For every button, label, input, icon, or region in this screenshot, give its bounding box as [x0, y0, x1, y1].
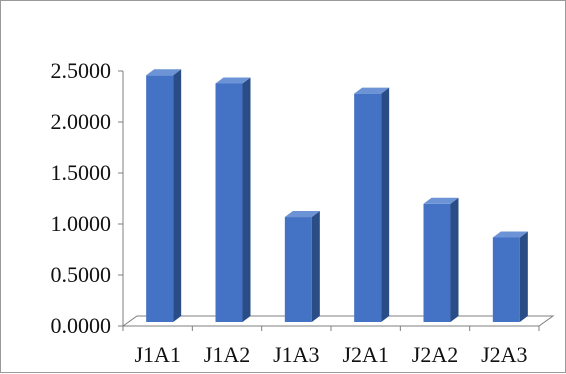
bar-side	[381, 87, 390, 322]
bar-front	[215, 83, 243, 322]
x-axis-labels: J1A1 J1A2 J1A3 J2A1 J2A2 J2A3	[122, 326, 540, 367]
y-tick-label: 1.5000	[51, 160, 112, 185]
bars	[146, 69, 528, 322]
chart-floor	[121, 315, 555, 327]
bar-front	[423, 203, 451, 322]
bar	[284, 211, 320, 322]
x-tick-label: J2A3	[481, 342, 527, 367]
x-tick-label: J1A1	[134, 342, 180, 367]
bar-side	[173, 69, 182, 322]
bar-top	[492, 231, 528, 238]
bar	[492, 231, 528, 322]
y-tick-label: 0.5000	[51, 262, 112, 287]
y-tick-label: 1.0000	[51, 211, 112, 236]
bar-top	[146, 69, 182, 76]
bar-front	[354, 93, 382, 322]
bar	[215, 77, 251, 322]
bar	[354, 87, 390, 322]
y-tick-label: 0.0000	[51, 313, 112, 338]
y-tick-label: 2.0000	[51, 109, 112, 134]
x-tick-label: J1A2	[204, 342, 250, 367]
bar-top	[423, 197, 459, 204]
bar-front	[146, 75, 174, 322]
bar-top	[284, 211, 320, 218]
bar	[423, 197, 459, 322]
bar-top	[215, 77, 251, 84]
bar-side	[242, 77, 251, 322]
bar-side	[450, 197, 459, 322]
bar-front	[492, 237, 520, 322]
x-tick-label: J1A3	[273, 342, 319, 367]
chart-axes	[121, 71, 555, 327]
bar	[146, 69, 182, 322]
bar-side	[311, 211, 320, 322]
bar-front	[284, 217, 312, 322]
y-axis-ticks: 0.0000 0.5000 1.0000 1.5000 2.0000 2.5000	[51, 58, 123, 338]
bar-side	[519, 231, 528, 322]
bar-top	[354, 87, 390, 94]
x-tick-label: J2A2	[412, 342, 458, 367]
x-tick-label: J2A1	[342, 342, 388, 367]
y-tick-label: 2.5000	[51, 58, 112, 83]
